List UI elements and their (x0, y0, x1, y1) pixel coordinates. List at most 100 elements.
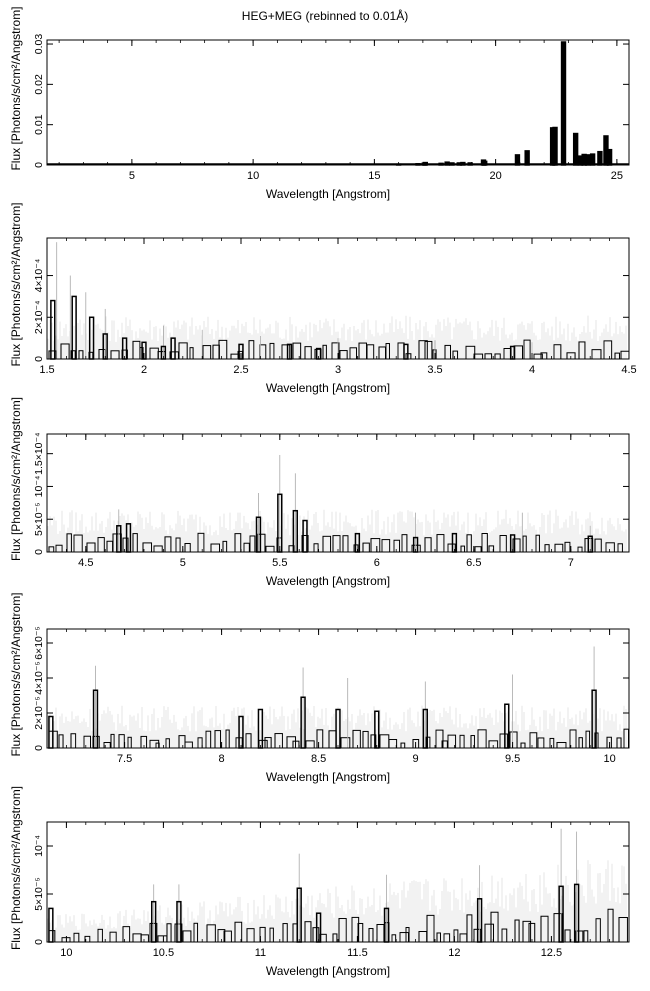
noise-bin (166, 923, 172, 943)
noise-bin (607, 908, 614, 943)
y-tick-label: 5×10⁻⁵ (33, 877, 45, 911)
noise-bin (155, 742, 160, 749)
histogram-bar (606, 148, 613, 166)
noise-bin (523, 339, 531, 360)
noise-bin (522, 535, 527, 553)
noise-bin (614, 352, 620, 360)
x-tick-label: 9.5 (505, 753, 520, 765)
noise-bin (97, 537, 105, 553)
x-tick-label: 25 (611, 170, 623, 182)
y-tick-label: 5×10⁻⁵ (33, 502, 45, 536)
chart-panel-1: 5 10 15 20 25 0 0.01 0.02 0.03 Wavelength [Angstr… (9, 6, 630, 201)
noise-floor (47, 860, 628, 943)
histogram-bar (572, 132, 579, 166)
noise-bin (397, 342, 405, 360)
x-tick-label: 2.5 (233, 364, 248, 376)
y-tick-label: 0 (33, 745, 45, 751)
noise-bin (544, 544, 550, 553)
x-tick-label: 5.5 (272, 557, 287, 569)
noise-floor (47, 315, 630, 360)
noise-bin (58, 734, 64, 749)
histogram-bar (597, 150, 603, 166)
noise-bin (259, 344, 267, 360)
noise-bin (70, 733, 77, 749)
noise-bin (66, 533, 72, 553)
x-tick-label: 10 (247, 170, 259, 182)
noise-bin (520, 742, 526, 749)
histogram-bar (170, 337, 176, 360)
histogram-bar (374, 710, 380, 749)
x-tick-label: 12.5 (541, 947, 562, 959)
noise-bin (452, 350, 459, 360)
noise-bin (78, 350, 84, 360)
noise-bin (132, 533, 138, 553)
noise-bin (243, 542, 250, 553)
x-tick-label: 11 (255, 947, 266, 959)
x-axis-label: Wavelength [Angstrom] (266, 770, 390, 784)
y-axis-label: Flux [Photons/s/cm²/Angstrom] (9, 6, 23, 170)
x-tick-label: 2 (141, 364, 147, 376)
y-tick-label: 4×10⁻⁴ (33, 259, 45, 293)
y-tick-label: 4×10⁻⁵ (33, 661, 45, 695)
x-tick-label: 7 (568, 557, 574, 569)
x-axis-label: Wavelength [Angstrom] (266, 381, 390, 395)
x-tick-label: 5 (129, 170, 135, 182)
x-tick-label: 3.5 (427, 364, 442, 376)
y-tick-label: 10⁻⁴ (33, 835, 45, 857)
noise-bin (225, 729, 230, 749)
noise-bin (481, 533, 488, 553)
noise-bin (197, 532, 205, 553)
noise-bin (349, 347, 358, 360)
noise-bin (110, 733, 115, 749)
histogram-bar (257, 708, 264, 749)
y-axis-label: Flux [Photons/s/cm²/Angstrom] (9, 202, 23, 366)
x-axis-label: Wavelength [Angstrom] (266, 964, 390, 978)
noise-floor (47, 705, 629, 749)
noise-bin (149, 739, 160, 749)
x-tick-label: 10 (60, 947, 72, 959)
histogram-bar (585, 154, 591, 166)
y-axis-label: Flux [Photons/s/cm²/Angstrom] (9, 786, 23, 950)
histogram-bar (50, 299, 56, 360)
histogram-bar (48, 715, 54, 749)
histogram-bar (514, 154, 521, 166)
x-tick-label: 10.5 (153, 947, 174, 959)
noise-bin (340, 737, 351, 749)
x-tick-label: 20 (490, 170, 502, 182)
x-tick-label: 3 (335, 364, 341, 376)
noise-bin (269, 927, 274, 943)
y-tick-label: 0.03 (33, 34, 45, 55)
x-tick-label: 8.5 (311, 753, 326, 765)
x-axis-label: Wavelength [Angstrom] (266, 187, 390, 201)
y-tick-label: 1.5×10⁻⁴ (33, 432, 45, 474)
histogram-bar (524, 150, 530, 166)
y-tick-label: 0 (33, 162, 45, 168)
y-axis-label: Flux [Photons/s/cm²/Angstrom] (9, 397, 23, 561)
histogram-bar (48, 907, 54, 943)
plot-frame (46, 39, 630, 166)
x-tick-label: 10 (603, 753, 615, 765)
x-tick-label: 6.5 (466, 557, 481, 569)
noise-bin (109, 931, 117, 943)
x-tick-label: 4 (529, 364, 535, 376)
noise-bin (537, 737, 545, 749)
histogram-bar (238, 715, 244, 749)
histogram-bar (121, 337, 128, 360)
x-tick-label: 12 (448, 947, 460, 959)
noise-bin (443, 933, 451, 943)
x-tick-label: 7.5 (117, 753, 132, 765)
noise-bin (379, 734, 390, 749)
chart-panel-3: 4.5 5 5.5 6 6.5 7 0 5×10⁻⁵ 10⁻⁴ 1.5×10⁻⁴ Wavelengt… (9, 397, 630, 588)
noise-bin (393, 539, 401, 553)
noise-bin (127, 736, 132, 749)
noise-bin (616, 737, 622, 749)
noise-bin (282, 923, 288, 943)
noise-bin (157, 935, 168, 943)
noise-bin (370, 538, 381, 553)
y-tick-label: 2×10⁻⁵ (33, 696, 45, 730)
histogram-bar (504, 703, 510, 749)
histogram-bar (552, 126, 558, 166)
histogram-bar (560, 41, 567, 166)
noise-bin (405, 927, 410, 943)
